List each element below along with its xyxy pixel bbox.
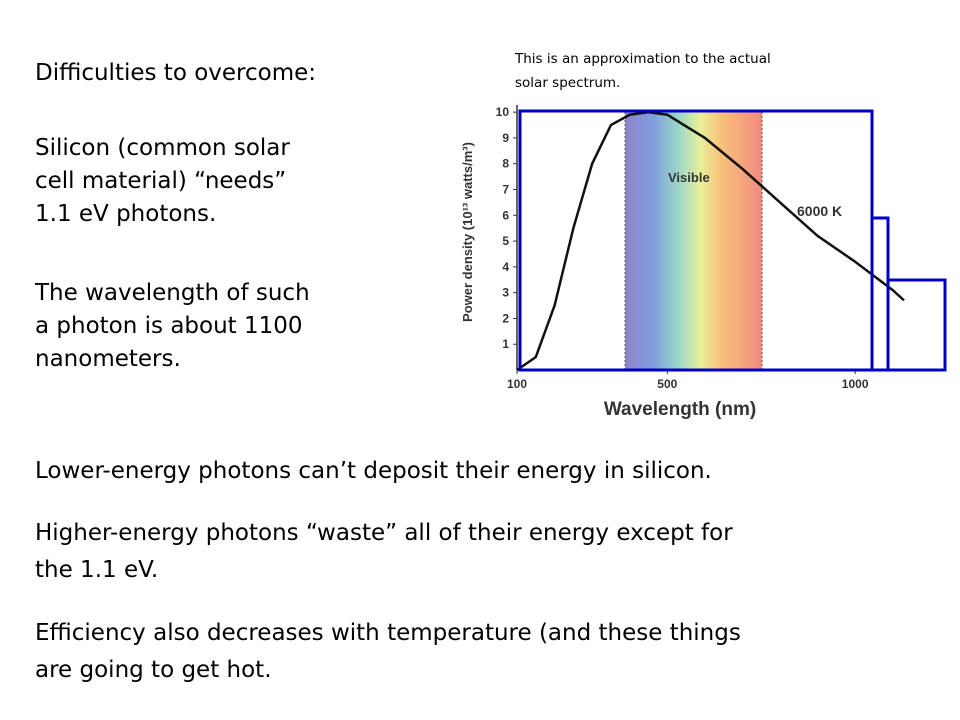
paragraph-line: are going to get hot. bbox=[35, 657, 272, 683]
paragraph-line: Higher-energy photons “waste” all of the… bbox=[35, 520, 733, 546]
heading: Difficulties to overcome: bbox=[35, 60, 316, 86]
spectrum-curve bbox=[516, 110, 905, 372]
paragraph-line: Silicon (common solar bbox=[35, 135, 290, 161]
paragraph-line: Lower-energy photons can’t deposit their… bbox=[35, 458, 712, 484]
y-tick-label: 4 bbox=[502, 260, 509, 274]
y-tick-label: 7 bbox=[502, 183, 509, 197]
paragraph-line: a photon is about 1100 bbox=[35, 313, 303, 339]
paragraph-line: Efficiency also decreases with temperatu… bbox=[35, 620, 741, 646]
x-axis-label: Wavelength (nm) bbox=[604, 399, 756, 420]
annotation: Visible bbox=[668, 170, 710, 185]
paragraph-line: 1.1 eV photons. bbox=[35, 201, 216, 227]
x-tick-label: 100 bbox=[507, 377, 527, 391]
visible-band bbox=[625, 112, 762, 370]
paragraph-line: cell material) “needs” bbox=[35, 168, 286, 194]
y-tick-label: 2 bbox=[502, 311, 509, 325]
caption-line: This is an approximation to the actual bbox=[514, 51, 771, 67]
y-tick-label: 6 bbox=[502, 208, 509, 222]
y-tick-label: 3 bbox=[502, 286, 509, 300]
y-axis-label: Power density (10¹³ watts/m³) bbox=[460, 142, 475, 322]
y-tick-label: 9 bbox=[502, 131, 509, 145]
paragraph-line: the 1.1 eV. bbox=[35, 557, 158, 583]
y-tick-label: 10 bbox=[496, 105, 510, 119]
y-tick-label: 1 bbox=[502, 337, 509, 351]
annotation: 6000 K bbox=[797, 203, 842, 219]
x-tick-label: 500 bbox=[657, 377, 677, 391]
paragraph-line: The wavelength of such bbox=[34, 280, 310, 306]
y-tick-label: 8 bbox=[502, 157, 509, 171]
caption-line: solar spectrum. bbox=[515, 75, 620, 91]
highlight-box bbox=[886, 278, 947, 372]
paragraph-line: nanometers. bbox=[35, 346, 181, 372]
x-tick-label: 1000 bbox=[842, 377, 869, 391]
y-tick-label: 5 bbox=[502, 234, 509, 248]
highlight-box bbox=[870, 216, 890, 372]
